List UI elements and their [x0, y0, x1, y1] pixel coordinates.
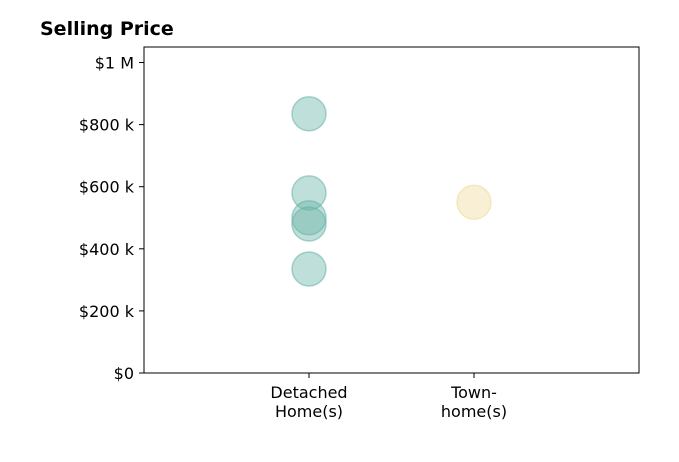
- y-tick-label: $0: [114, 364, 134, 383]
- y-tick-label: $1 M: [95, 54, 134, 73]
- y-tick-label: $800 k: [79, 116, 135, 135]
- data-point: [291, 251, 327, 287]
- x-tick-label: home(s): [441, 402, 507, 421]
- x-tick-label: Detached: [270, 383, 347, 402]
- y-tick-label: $200 k: [79, 302, 135, 321]
- data-point: [291, 175, 327, 211]
- y-tick-label: $600 k: [79, 178, 135, 197]
- y-axis: $0 $200 k $400 k $600 k $800 k $1 M: [79, 54, 144, 383]
- x-tick-label: Home(s): [275, 402, 343, 421]
- data-point: [456, 184, 492, 220]
- data-point: [291, 96, 327, 132]
- data-point: [291, 206, 327, 242]
- chart-title: Selling Price: [40, 18, 174, 40]
- data-points: [291, 96, 492, 287]
- y-tick-label: $400 k: [79, 240, 135, 259]
- plot-area: [143, 46, 640, 374]
- x-tick-label: Town-: [450, 383, 497, 402]
